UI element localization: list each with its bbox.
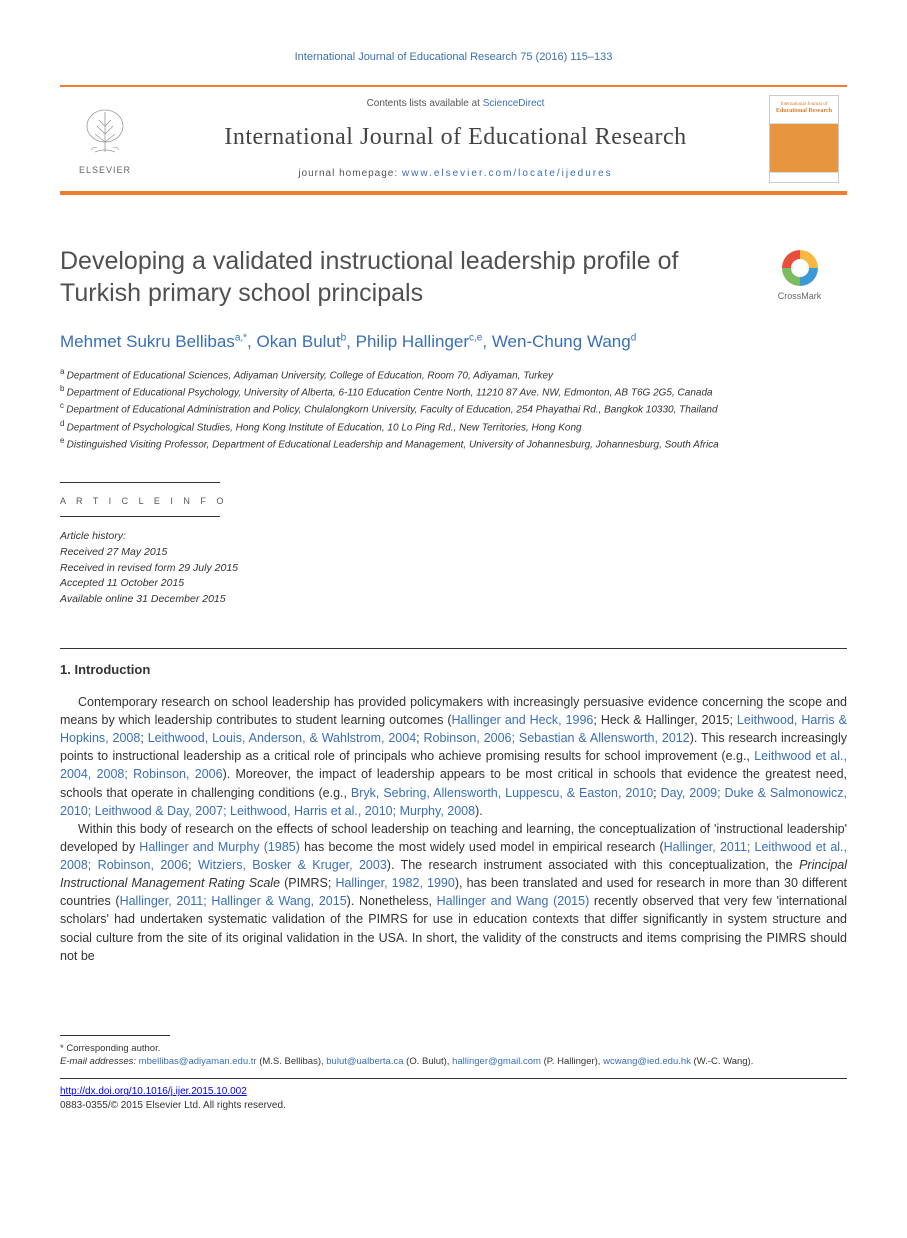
footnotes: * Corresponding author. E-mail addresses… [60,1042,847,1069]
author-affil-sup: b [341,332,347,343]
sciencedirect-link[interactable]: ScienceDirect [483,98,545,109]
ref-link[interactable]: Hallinger and Heck, 1996 [452,713,594,727]
contents-prefix: Contents lists available at [367,98,483,109]
bottom-rule [60,1078,847,1079]
ref-link[interactable]: Hallinger, 1982, 1990 [335,876,454,890]
affiliation-list: a Department of Educational Sciences, Ad… [60,366,847,453]
author-name: Wen-Chung Wang [492,332,631,351]
homepage-prefix: journal homepage: [298,168,402,179]
author-affil-sup: d [631,332,637,343]
doi-link[interactable]: http://dx.doi.org/10.1016/j.ijer.2015.10… [60,1085,847,1099]
ref-link[interactable]: Leithwood, Louis, Anderson, & Wahlstrom,… [148,731,416,745]
affiliation: d Department of Psychological Studies, H… [60,418,847,435]
cover-footer [770,172,838,182]
crossmark-label: CrossMark [752,290,847,303]
author-name: Philip Hallinger [356,332,469,351]
elsevier-label: ELSEVIER [79,164,131,177]
journal-reference: International Journal of Educational Res… [60,50,847,65]
body-text: Contemporary research on school leadersh… [60,693,847,965]
article-info-label: A R T I C L E I N F O [60,495,847,508]
author-affil-sup: a,* [235,332,247,343]
info-divider-top [60,482,220,483]
article-title: Developing a validated instructional lea… [60,245,700,310]
history-accepted: Accepted 11 October 2015 [60,576,847,592]
ref-link[interactable]: Hallinger, 2011; Hallinger & Wang, 2015 [120,894,347,908]
ref-link[interactable]: Bryk, Sebring, Allensworth, Luppescu, & … [351,786,653,800]
section-heading: 1. Introduction [60,661,847,679]
footnote-rule [60,1035,170,1036]
affiliation: a Department of Educational Sciences, Ad… [60,366,847,383]
affiliation: e Distinguished Visiting Professor, Depa… [60,435,847,452]
journal-cover-thumbnail: International Journal of Educational Res… [769,95,839,183]
affiliation: b Department of Educational Psychology, … [60,383,847,400]
history-label: Article history: [60,529,847,545]
email-link[interactable]: wcwang@ied.edu.hk [603,1056,691,1067]
paragraph-2: Within this body of research on the effe… [60,820,847,965]
ref-link[interactable]: Robinson, 2006; Sebastian & Allensworth,… [424,731,690,745]
info-divider-bot [60,648,847,649]
ref-link[interactable]: Hallinger and Wang (2015) [437,894,590,908]
contents-available-line: Contents lists available at ScienceDirec… [150,97,761,111]
email-label: E-mail addresses: [60,1056,136,1067]
cover-title: International Journal of Educational Res… [770,96,838,124]
email-link[interactable]: mbellibas@adiyaman.edu.tr [139,1056,257,1067]
author-affil-sup: c,e [469,332,482,343]
crossmark-badge[interactable]: CrossMark [752,250,847,303]
header-center: Contents lists available at ScienceDirec… [150,87,761,191]
homepage-link[interactable]: www.elsevier.com/locate/ijedures [402,168,613,179]
history-revised: Received in revised form 29 July 2015 [60,561,847,577]
corresponding-author: * Corresponding author. [60,1042,847,1055]
history-received: Received 27 May 2015 [60,545,847,561]
copyright-line: 0883-0355/© 2015 Elsevier Ltd. All right… [60,1099,847,1113]
email-addresses: E-mail addresses: mbellibas@adiyaman.edu… [60,1055,847,1068]
article-history: Article history: Received 27 May 2015 Re… [60,529,847,608]
paragraph-1: Contemporary research on school leadersh… [60,693,847,820]
info-divider-mid [60,516,220,517]
ref-link[interactable]: Witziers, Bosker & Kruger, 2003 [198,858,387,872]
journal-name: International Journal of Educational Res… [150,121,761,155]
ref-link[interactable]: Hallinger and Murphy (1985) [139,840,300,854]
elsevier-tree-icon [75,102,135,162]
author-name: Okan Bulut [257,332,341,351]
homepage-line: journal homepage: www.elsevier.com/locat… [150,167,761,181]
author-name: Mehmet Sukru Bellibas [60,332,235,351]
email-link[interactable]: hallinger@gmail.com [452,1056,541,1067]
journal-header-box: ELSEVIER Contents lists available at Sci… [60,85,847,195]
crossmark-icon [782,250,818,286]
elsevier-logo: ELSEVIER [60,87,150,191]
cover-body [770,124,838,172]
affiliation: c Department of Educational Administrati… [60,400,847,417]
email-link[interactable]: bulut@ualberta.ca [326,1056,403,1067]
cover-title-line2: Educational Research [770,108,838,115]
author-list: Mehmet Sukru Bellibasa,*, Okan Bulutb, P… [60,330,847,354]
history-online: Available online 31 December 2015 [60,592,847,608]
